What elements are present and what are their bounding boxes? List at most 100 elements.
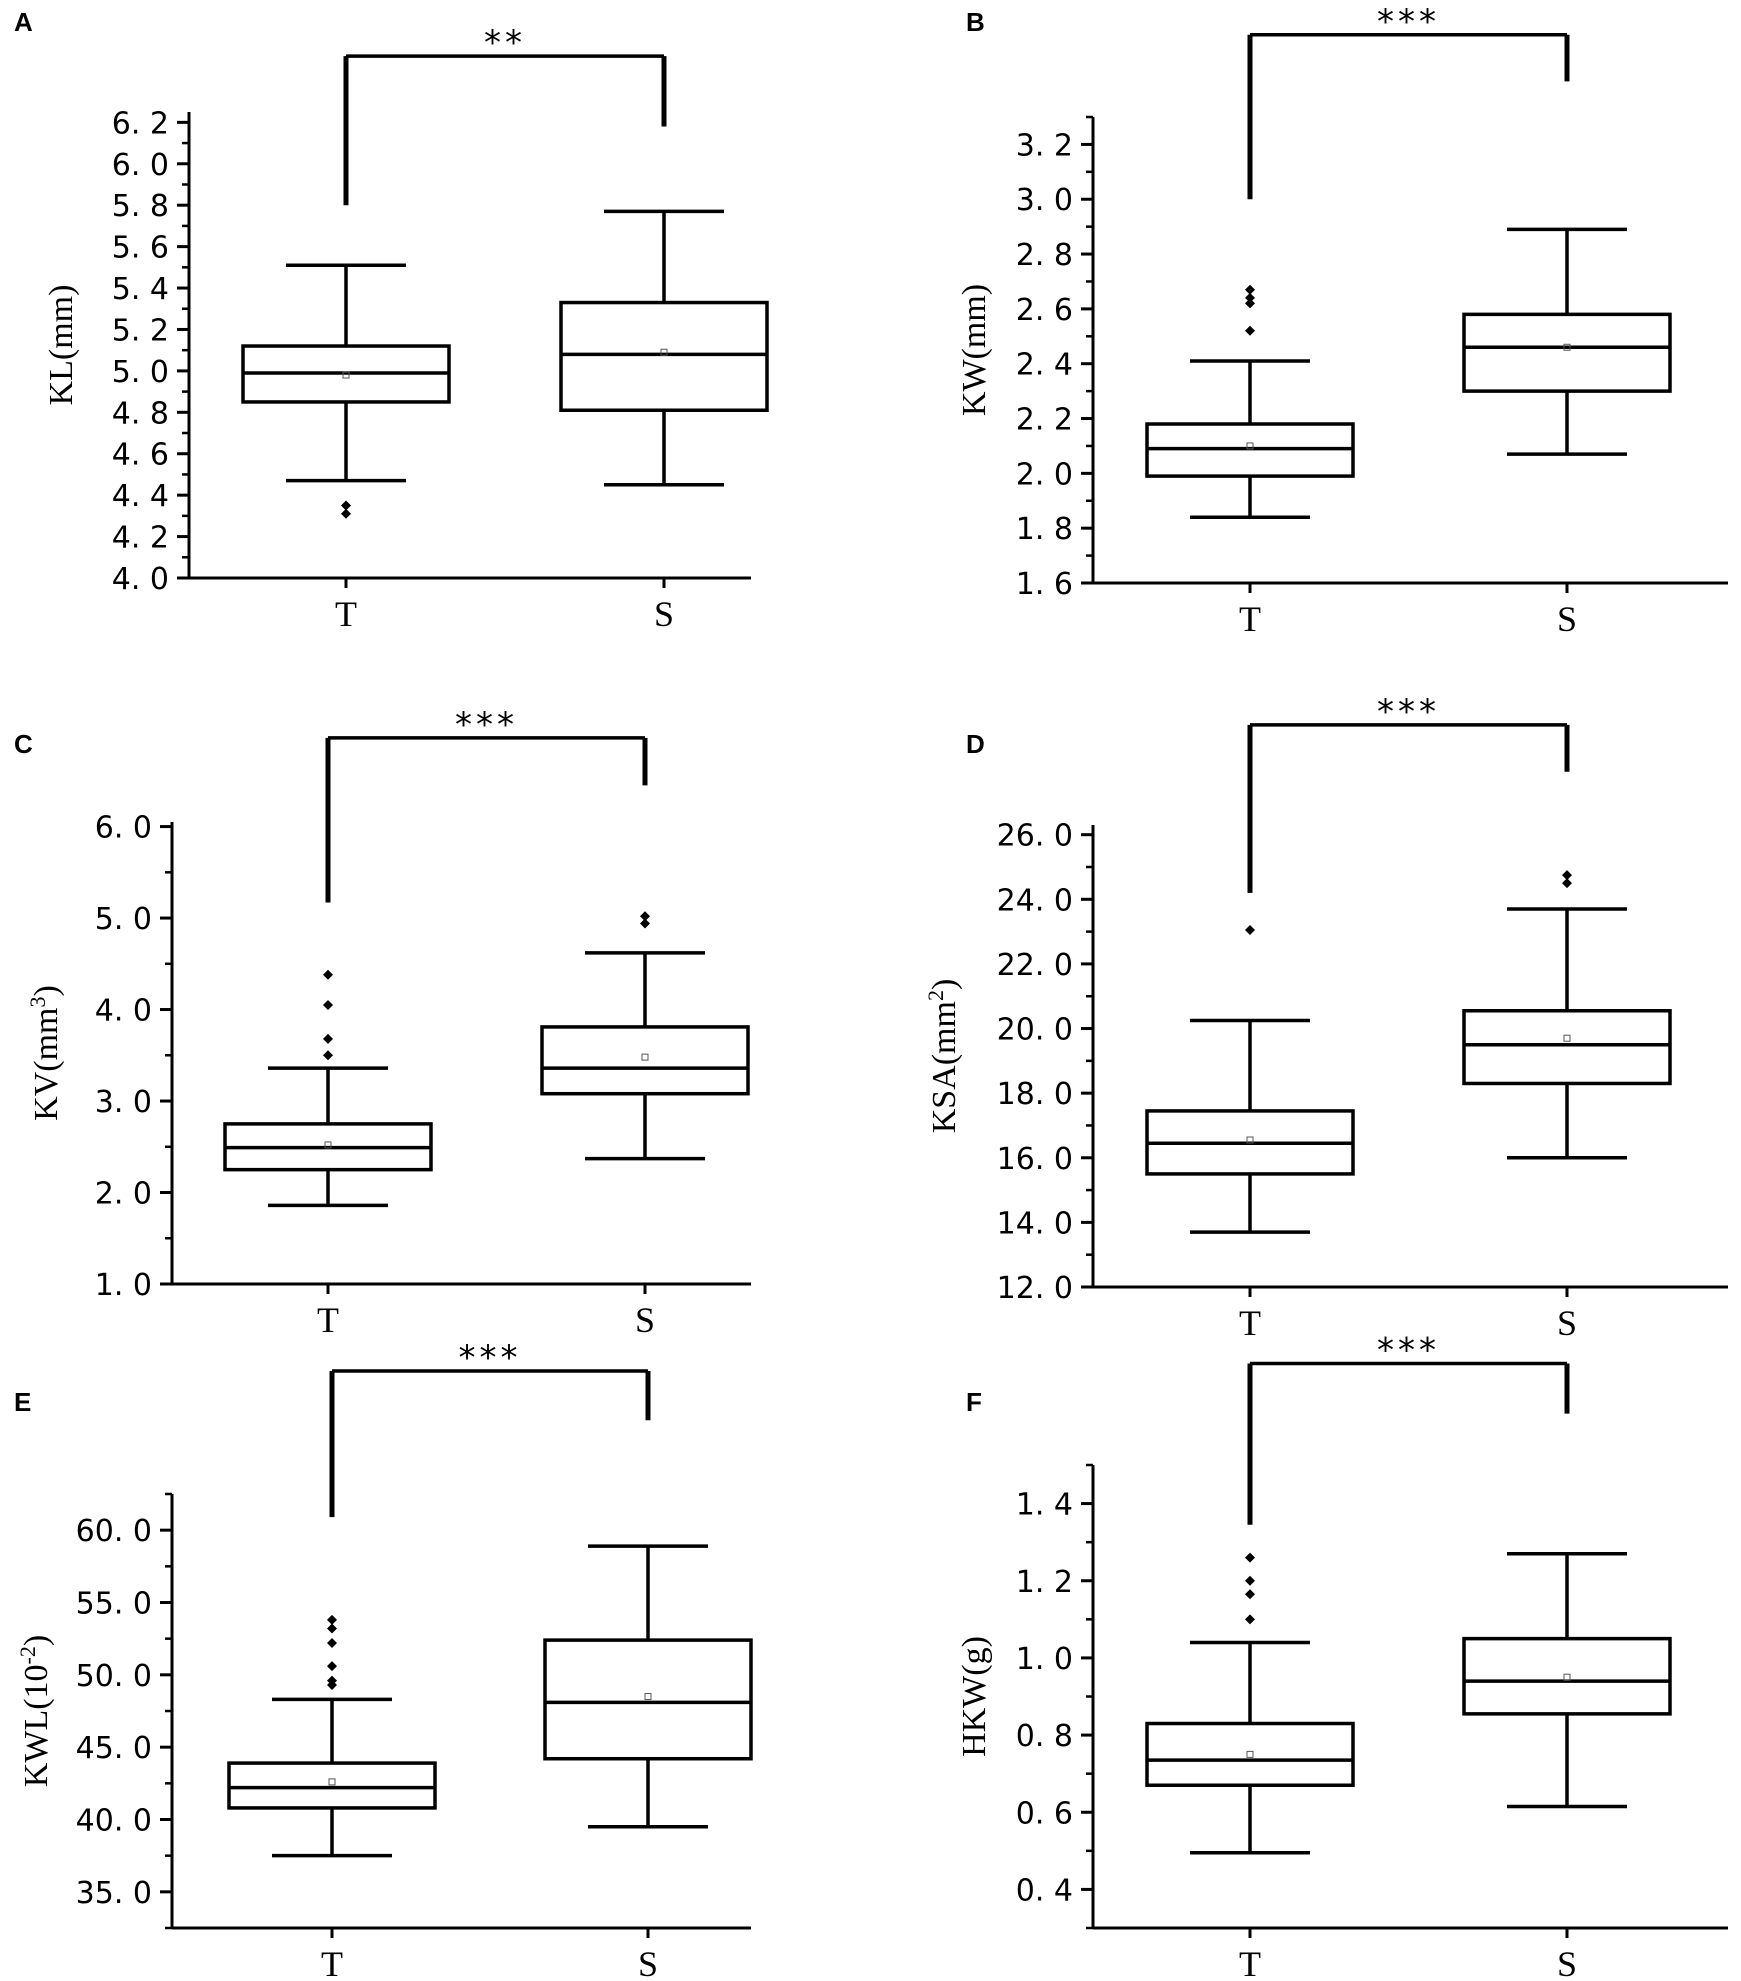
- y-tick-label: 60. 0: [76, 1514, 152, 1549]
- mean-marker: [342, 371, 350, 379]
- significance-label: ***: [459, 1338, 522, 1378]
- y-tick-label: 6. 2: [112, 106, 169, 141]
- panel-letter: C: [14, 729, 33, 759]
- panel-a: A 4. 0 4. 2 4. 4 4. 6 4. 8 5. 0 5. 2 5. 4 5. 6 5. …: [14, 7, 769, 634]
- y-tick-label: 5. 8: [112, 189, 169, 224]
- x-tick-label-s: S: [635, 1300, 655, 1340]
- panel-letter: D: [966, 729, 985, 759]
- panel-b: B 1. 6 1. 8 2. 0 2. 2 2. 4 2. 6 2. 8 3. 0 3. 2 T S K…: [956, 2, 1728, 639]
- mean-marker: [660, 348, 668, 356]
- outlier-point: [1245, 1552, 1255, 1563]
- mean-marker: [1246, 1136, 1254, 1144]
- box-t: [241, 263, 451, 519]
- y-tick-label: 18. 0: [997, 1077, 1073, 1112]
- outlier-point: [341, 500, 351, 511]
- y-tick-label: 3. 2: [1016, 128, 1073, 163]
- y-tick-label: 4. 6: [112, 438, 169, 473]
- outlier-point: [640, 911, 650, 922]
- outlier-point: [1562, 878, 1572, 889]
- y-tick-label: 2. 8: [1016, 238, 1073, 273]
- outlier-point: [640, 918, 650, 929]
- box-s: [1462, 1551, 1672, 1809]
- y-tick-label: 35. 0: [76, 1876, 152, 1911]
- y-tick-label: 1. 2: [1016, 1565, 1073, 1600]
- iqr-box: [559, 300, 769, 412]
- y-tick-label: 1. 0: [95, 1268, 152, 1303]
- y-tick-label: 2. 0: [95, 1177, 152, 1212]
- y-tick-label: 1. 4: [1016, 1488, 1073, 1523]
- outlier-point: [1245, 292, 1255, 303]
- iqr-box: [1462, 1009, 1672, 1086]
- outlier-point: [1245, 1589, 1255, 1600]
- y-tick-label: 6. 0: [112, 148, 169, 183]
- outlier-point: [1245, 284, 1255, 295]
- outlier-point: [323, 969, 333, 980]
- y-tick-label: 2. 0: [1016, 457, 1073, 492]
- y-tick-label: 45. 0: [76, 1731, 152, 1766]
- y-tick-label: 3. 0: [1016, 183, 1073, 218]
- box-s: [540, 911, 750, 1161]
- iqr-box: [1145, 1721, 1355, 1787]
- x-tick-label-t: T: [335, 594, 357, 634]
- y-axis-title: HKW(g): [956, 1636, 993, 1757]
- y-tick-label: 40. 0: [76, 1804, 152, 1839]
- outlier-point: [341, 508, 351, 519]
- mean-marker: [1563, 343, 1571, 351]
- box-s: [559, 209, 769, 487]
- y-tick-label: 50. 0: [76, 1659, 152, 1694]
- mean-marker: [1246, 1750, 1254, 1758]
- mean-marker: [644, 1693, 652, 1701]
- outlier-point: [327, 1638, 337, 1649]
- y-axis-title: KW(mm): [956, 284, 993, 416]
- panel-e: E 35. 0 40. 0 45. 0 50. 0 55. 0 60. 0 T S KWL(10-…: [14, 1338, 753, 1981]
- outlier-point: [323, 1050, 333, 1061]
- y-tick-label: 1. 6: [1016, 567, 1073, 602]
- outlier-point: [327, 1675, 337, 1686]
- y-axis-title: KL(mm): [43, 285, 80, 406]
- x-tick-label-s: S: [1557, 599, 1577, 639]
- y-tick-label: 4. 0: [95, 994, 152, 1029]
- y-tick-label: 55. 0: [76, 1587, 152, 1622]
- outlier-point: [1245, 298, 1255, 309]
- box-s: [1462, 870, 1672, 1160]
- x-tick-label-t: T: [1239, 1944, 1261, 1981]
- panel-letter: E: [14, 1387, 31, 1417]
- significance-label: ***: [1377, 2, 1440, 42]
- y-axis-title: KWL(10-2): [15, 1635, 55, 1787]
- outlier-point: [1562, 870, 1572, 881]
- y-tick-label: 3. 0: [95, 1085, 152, 1120]
- iqr-box: [1462, 312, 1672, 393]
- y-tick-label: 5. 2: [112, 313, 169, 348]
- y-axis-title: KV(mm3): [25, 985, 65, 1121]
- outlier-point: [323, 999, 333, 1010]
- outlier-point: [323, 1033, 333, 1044]
- outlier-point: [327, 1623, 337, 1634]
- y-tick-label: 0. 6: [1016, 1796, 1073, 1831]
- outlier-point: [1245, 1614, 1255, 1625]
- box-t: [223, 969, 433, 1208]
- significance-label: **: [484, 23, 526, 63]
- y-tick-label: 6. 0: [95, 811, 152, 846]
- outlier-point: [327, 1661, 337, 1672]
- iqr-box: [1462, 1636, 1672, 1716]
- outlier-point: [1245, 925, 1255, 935]
- y-tick-label: 2. 2: [1016, 403, 1073, 438]
- x-tick-label-t: T: [1239, 599, 1261, 639]
- y-tick-label: 4. 8: [112, 396, 169, 431]
- y-tick-label: 16. 0: [997, 1142, 1073, 1177]
- y-tick-label: 2. 4: [1016, 348, 1073, 383]
- significance-label: ***: [1377, 1331, 1440, 1371]
- y-tick-label: 26. 0: [997, 819, 1073, 854]
- x-tick-label-s: S: [1557, 1303, 1577, 1343]
- significance-label: ***: [1377, 692, 1440, 732]
- mean-marker: [324, 1141, 332, 1149]
- panel-letter: B: [966, 7, 985, 37]
- y-axis-title: KSA(mm2): [923, 979, 963, 1134]
- x-tick-label-t: T: [1239, 1303, 1261, 1343]
- outlier-point: [1245, 325, 1255, 336]
- y-tick-label: 5. 4: [112, 272, 169, 307]
- y-tick-label: 22. 0: [997, 948, 1073, 983]
- y-tick-label: 4. 4: [112, 479, 169, 514]
- panel-letter: A: [14, 7, 33, 37]
